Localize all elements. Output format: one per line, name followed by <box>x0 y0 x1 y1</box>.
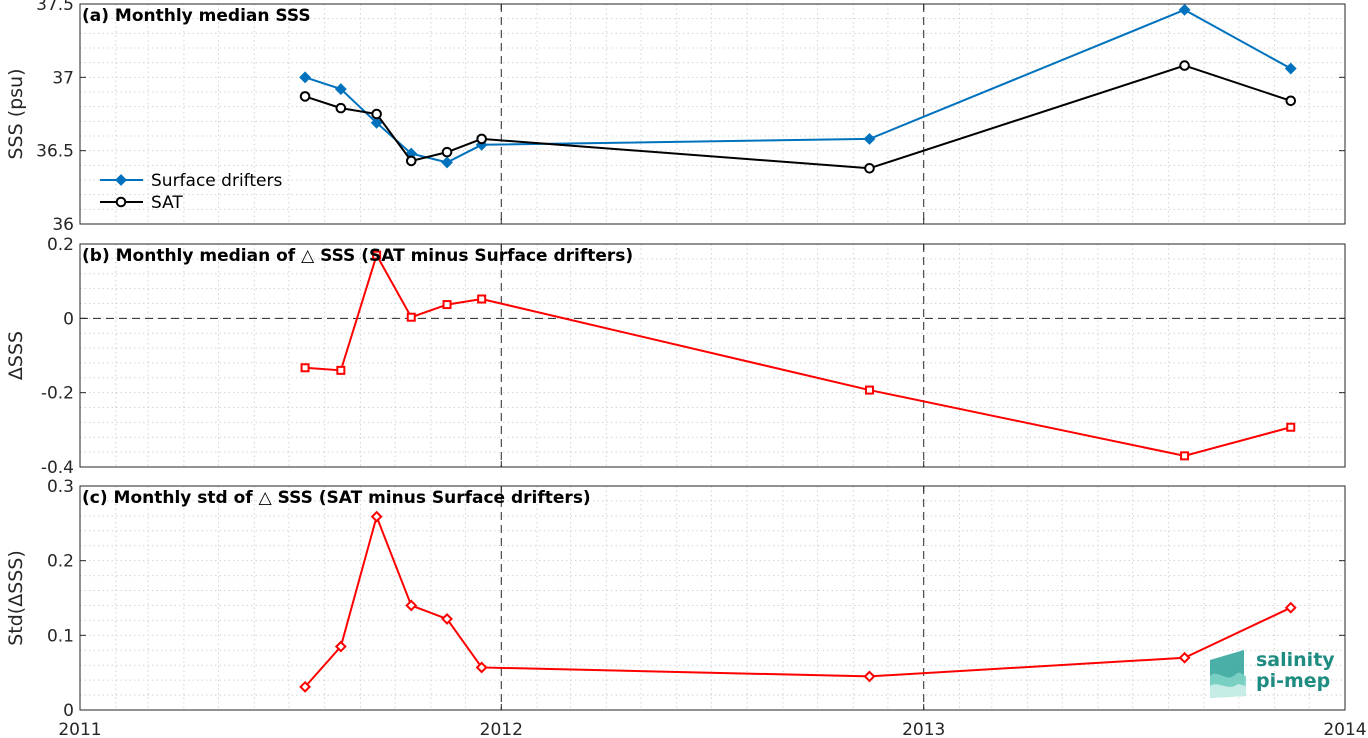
data-point <box>477 294 487 304</box>
data-point <box>405 599 418 612</box>
y-tick-label: 37.5 <box>36 0 74 15</box>
data-point <box>299 71 311 84</box>
series-line <box>304 8 1292 164</box>
panel-title: (b) Monthly median of △ SSS (SAT minus S… <box>82 246 633 266</box>
data-point <box>863 133 876 145</box>
legend-label: Surface drifters <box>151 171 282 191</box>
data-point <box>863 670 876 683</box>
minor-grid <box>80 244 1345 467</box>
x-axis-ticks: 2011 2012 2013 2014 <box>58 4 1367 738</box>
x-tick-label: 2012 <box>480 720 523 738</box>
data-point <box>300 363 310 373</box>
data-point <box>441 146 453 158</box>
y-axis-label: Std(ΔSSS) <box>5 550 27 646</box>
legend-marker <box>115 196 127 208</box>
data-point <box>334 640 347 653</box>
panel-title: (c) Monthly std of △ SSS (SAT minus Surf… <box>82 488 591 508</box>
panel-a: 36 36.5 37 37.5 SSS (psu) (a) Monthly median … <box>5 0 1346 235</box>
data-point <box>335 102 347 114</box>
axes-box <box>79 485 1346 711</box>
data-point <box>1286 422 1296 432</box>
salinity-pi-mep-logo: salinity pi-mep <box>1206 646 1342 702</box>
y-tick-label: 36.5 <box>36 142 74 162</box>
data-point <box>442 300 452 310</box>
series-line <box>304 513 1292 688</box>
y-tick-label: 36 <box>52 215 74 235</box>
legend-marker <box>115 174 127 186</box>
data-point <box>864 162 875 174</box>
series-line <box>304 64 1292 170</box>
minor-grid <box>80 4 1345 224</box>
data-point <box>1285 95 1297 107</box>
data-point <box>370 116 383 129</box>
data-point <box>1284 62 1297 75</box>
y-tick-label: 0.3 <box>47 477 74 497</box>
data-point <box>441 156 453 169</box>
data-point <box>406 312 416 322</box>
data-point <box>334 83 347 95</box>
y-tick-label: 0.2 <box>47 552 74 572</box>
wave-icon <box>1210 650 1246 698</box>
data-point <box>441 612 453 625</box>
x-tick-label: 2011 <box>58 720 101 738</box>
data-point <box>864 385 874 395</box>
panel-b: -0.4 -0.2 0 0.2 ΔSSS (b) Monthly median of △ … <box>5 235 1346 478</box>
legend-label: SAT <box>151 193 183 213</box>
data-point <box>1179 60 1190 71</box>
y-tick-label: -0.2 <box>41 384 74 404</box>
data-point <box>1284 601 1297 614</box>
data-point <box>370 510 383 523</box>
x-tick-label: 2014 <box>1323 720 1366 738</box>
y-tick-label: 0.1 <box>47 626 74 646</box>
y-tick-label: 37 <box>52 68 74 88</box>
data-point <box>336 365 346 375</box>
data-point <box>1180 451 1190 461</box>
y-tick-label: 0.2 <box>47 235 74 255</box>
data-point <box>475 661 488 674</box>
minor-grid <box>80 486 1345 710</box>
y-axis-label: SSS (psu) <box>5 68 27 159</box>
series-line <box>304 252 1292 457</box>
data-point <box>372 250 382 260</box>
data-point <box>405 155 417 167</box>
data-point <box>371 108 382 120</box>
axes-box <box>79 243 1346 468</box>
panel-c: 0 0.1 0.2 0.3 Std(ΔSSS) (c) Monthly std of △ … <box>5 477 1346 721</box>
y-tick-label: -0.4 <box>41 458 74 478</box>
data-point <box>1178 651 1191 664</box>
data-point <box>1178 3 1191 16</box>
data-point <box>299 680 311 693</box>
logo-line-2: pi-mep <box>1256 670 1331 692</box>
panel-title: (a) Monthly median SSS <box>82 6 311 26</box>
data-point <box>476 133 487 145</box>
y-axis-label: ΔSSS <box>5 331 27 380</box>
y-tick-label: 0 <box>63 309 74 329</box>
axes-box <box>79 3 1346 225</box>
y-tick-label: 0 <box>63 701 74 721</box>
logo-line-1: salinity <box>1256 649 1335 671</box>
data-point <box>299 91 311 102</box>
x-tick-label: 2013 <box>902 720 945 738</box>
